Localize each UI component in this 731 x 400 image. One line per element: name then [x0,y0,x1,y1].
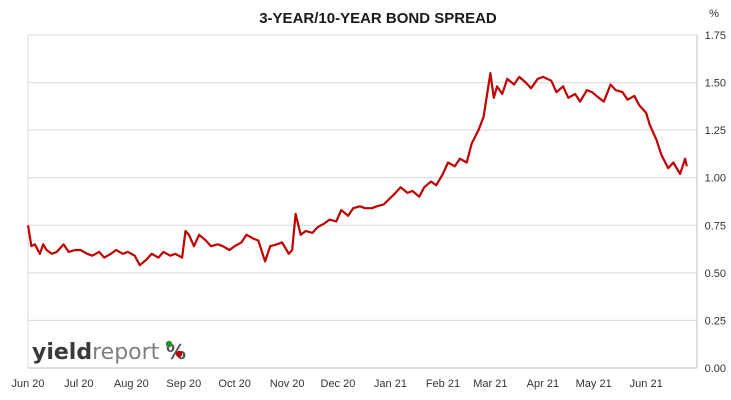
y-tick-label: 0.25 [705,315,726,327]
x-tick-label: Feb 21 [426,378,460,390]
y-axis: 0.00 0.25 0.50 0.75 1.00 1.25 1.50 1.75 [705,30,726,375]
y-tick-label: 1.00 [705,173,726,185]
x-tick-label: Jun 21 [630,378,663,390]
y-tick-label: 1.50 [705,78,726,90]
y-axis-unit: % [709,8,719,20]
series-line [26,72,688,267]
x-tick-label: Aug 20 [114,378,149,390]
x-tick-label: Oct 20 [218,378,250,390]
logo-green-dot [165,340,173,348]
series-group [26,72,688,267]
x-tick-label: Jan 21 [374,378,407,390]
x-tick-label: Mar 21 [473,378,507,390]
x-tick-label: Dec 20 [321,378,356,390]
logo-red-dot [175,350,183,358]
y-tick-label: 0.75 [705,220,726,232]
x-tick-label: Apr 21 [527,378,559,390]
x-tick-label: Sep 20 [166,378,201,390]
x-tick-label: Jul 20 [64,378,93,390]
y-tick-label: 0.50 [705,268,726,280]
logo-text-a: yield [32,340,92,365]
y-tick-label: 0.00 [705,363,726,375]
x-tick-label: Nov 20 [270,378,305,390]
chart-title: 3-YEAR/10-YEAR BOND SPREAD [259,10,497,27]
y-tick-label: 1.25 [705,125,726,137]
yieldreport-logo: yieldreport % [32,340,186,365]
x-tick-label: Jun 20 [11,378,44,390]
grid [27,34,698,369]
svg-text:yieldreport: yieldreport [32,340,160,365]
y-tick-label: 1.75 [705,30,726,42]
logo-text-b: report [92,340,160,365]
x-axis: Jun 20 Jul 20 Aug 20 Sep 20 Oct 20 Nov 20 Dec … [11,378,662,390]
x-tick-label: May 21 [576,378,612,390]
